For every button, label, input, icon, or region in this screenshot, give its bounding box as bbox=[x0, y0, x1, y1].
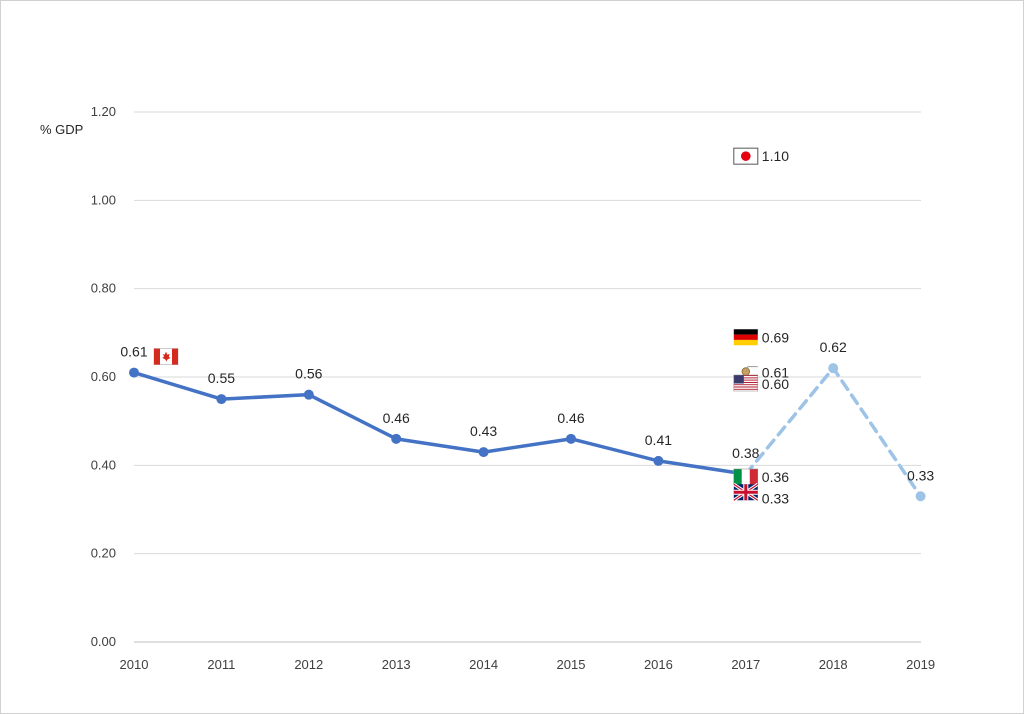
france-marker bbox=[741, 367, 750, 376]
data-point bbox=[828, 363, 839, 374]
data-point bbox=[391, 433, 402, 444]
data-point bbox=[216, 394, 227, 405]
data-label: 0.41 bbox=[645, 432, 672, 448]
series-layer: 0.61 0.55 0.56 0.46 0.43 0.46 0.41 0.38 0.62 0.33 bbox=[120, 339, 934, 502]
x-tick-label: 2012 bbox=[294, 657, 323, 672]
germany-flag bbox=[733, 329, 758, 346]
y-tick-labels: 0.00 0.20 0.40 0.60 0.80 1.00 1.20 bbox=[91, 104, 116, 649]
usa-flag bbox=[733, 374, 759, 392]
data-label: 0.62 bbox=[820, 339, 847, 355]
italy-flag bbox=[733, 468, 759, 486]
data-label: 0.43 bbox=[470, 423, 497, 439]
y-tick-label: 0.80 bbox=[91, 281, 116, 296]
x-tick-label: 2018 bbox=[819, 657, 848, 672]
y-tick-label: 0.00 bbox=[91, 634, 116, 649]
data-label: 0.33 bbox=[907, 467, 934, 483]
data-label: 0.46 bbox=[557, 410, 584, 426]
country-markers: 1.10 0.69 0.610.60 0.36 0.33 bbox=[153, 147, 789, 506]
data-label: 0.56 bbox=[295, 366, 322, 382]
gridlines bbox=[134, 111, 921, 643]
data-label: 0.55 bbox=[208, 370, 235, 386]
x-tick-labels: 2010 2011 2012 2013 2014 2015 2016 2017 2018 2019 bbox=[120, 657, 936, 672]
country-value-label: 0.69 bbox=[762, 329, 789, 345]
y-tick-label: 0.40 bbox=[91, 457, 116, 472]
y-tick-label: 0.20 bbox=[91, 546, 116, 561]
country-value-label: 0.61 bbox=[762, 365, 789, 381]
y-tick-label: 0.60 bbox=[91, 369, 116, 384]
country-value-label: 1.10 bbox=[762, 148, 789, 164]
country-value-label: 0.36 bbox=[762, 469, 789, 485]
data-label: 0.38 bbox=[732, 445, 759, 461]
japan-flag bbox=[733, 147, 759, 165]
x-tick-label: 2019 bbox=[906, 657, 935, 672]
country-value-label: 0.60 bbox=[762, 376, 789, 392]
data-point bbox=[478, 447, 489, 458]
data-point bbox=[653, 455, 664, 466]
uk-flag bbox=[732, 482, 759, 502]
y-tick-label: 1.20 bbox=[91, 104, 116, 119]
canada-flag bbox=[153, 348, 179, 365]
leader-line bbox=[746, 366, 758, 371]
data-label: 0.61 bbox=[120, 344, 147, 360]
x-tick-label: 2017 bbox=[731, 657, 760, 672]
x-tick-label: 2014 bbox=[469, 657, 498, 672]
x-tick-label: 2016 bbox=[644, 657, 673, 672]
data-point bbox=[129, 367, 139, 378]
y-axis-label: % GDP bbox=[40, 122, 83, 137]
x-tick-label: 2013 bbox=[382, 657, 411, 672]
data-label: 0.46 bbox=[383, 410, 410, 426]
x-tick-label: 2010 bbox=[120, 657, 149, 672]
country-value-label: 0.33 bbox=[762, 490, 789, 506]
y-tick-label: 1.00 bbox=[91, 192, 116, 207]
data-point bbox=[303, 389, 314, 400]
x-tick-label: 2015 bbox=[557, 657, 586, 672]
data-point bbox=[566, 433, 576, 444]
x-tick-label: 2011 bbox=[207, 657, 235, 672]
series-line bbox=[132, 370, 748, 476]
data-point bbox=[915, 491, 926, 502]
